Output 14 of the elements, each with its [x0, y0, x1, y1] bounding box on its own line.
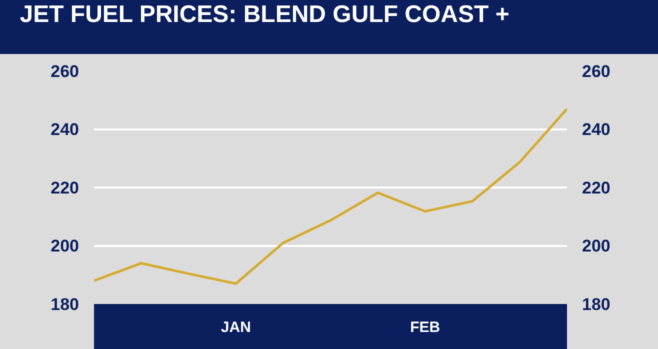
y-tick-label: 200: [50, 236, 79, 256]
x-tick-label: FEB: [410, 319, 440, 336]
y2-tick-label: 180: [582, 294, 610, 314]
y-tick-label: 220: [50, 178, 79, 198]
y-tick-label: 180: [50, 294, 79, 314]
line-series: [94, 108, 567, 285]
y-tick-label: 260: [50, 62, 79, 81]
chart-title: JET FUEL PRICES: BLEND GULF COAST +: [20, 1, 510, 28]
x-tick-label: JAN: [220, 319, 251, 336]
y-tick-label: 240: [50, 120, 79, 140]
y2-tick-label: 200: [582, 236, 610, 256]
y2-tick-label: 260: [582, 62, 610, 81]
y2-tick-label: 240: [582, 120, 610, 140]
y2-tick-label: 220: [582, 178, 610, 198]
